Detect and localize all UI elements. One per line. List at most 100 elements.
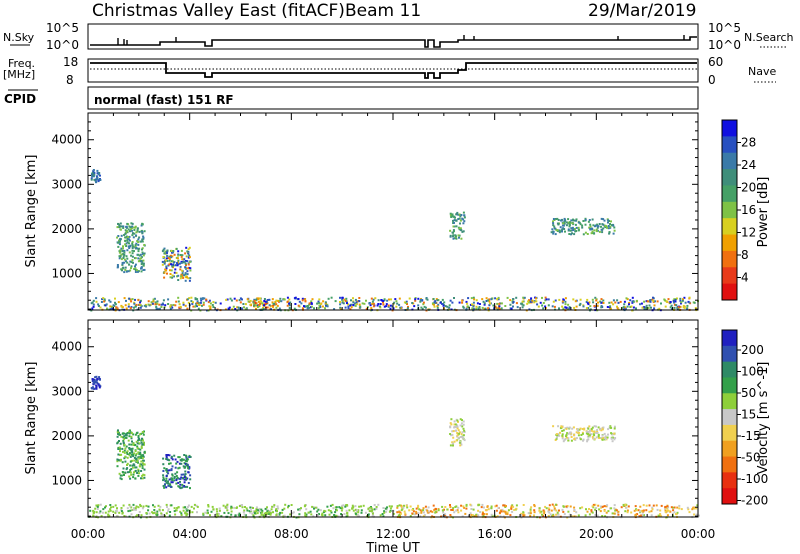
- data-cell: [457, 436, 460, 439]
- data-cell: [512, 505, 515, 508]
- data-cell: [360, 509, 363, 512]
- data-cell: [227, 512, 230, 515]
- data-cell: [357, 511, 360, 514]
- data-cell: [666, 505, 669, 508]
- data-cell: [188, 465, 191, 468]
- data-cell: [129, 429, 131, 432]
- data-cell: [103, 300, 106, 303]
- data-cell: [167, 508, 170, 511]
- data-cell: [422, 507, 425, 510]
- data-cell: [462, 222, 465, 225]
- data-cell: [147, 505, 150, 508]
- data-cell: [558, 231, 561, 234]
- data-cell: [575, 437, 578, 440]
- data-cell: [276, 304, 279, 307]
- data-cell: [290, 504, 293, 506]
- data-cell: [128, 297, 131, 300]
- data-cell: [123, 234, 126, 236]
- data-cell: [635, 299, 638, 302]
- data-cell: [516, 306, 519, 309]
- data-cell: [169, 304, 172, 307]
- data-cell: [139, 451, 142, 454]
- data-cell: [278, 300, 281, 302]
- data-cell: [185, 463, 188, 466]
- data-cell: [168, 514, 171, 517]
- colorbar-segment: [722, 472, 737, 489]
- data-cell: [482, 300, 485, 303]
- data-cell: [181, 269, 184, 272]
- data-cell: [148, 512, 151, 515]
- data-cell: [209, 307, 212, 310]
- data-cell: [171, 264, 174, 267]
- data-cell: [140, 266, 143, 269]
- data-cell: [449, 212, 452, 215]
- data-cell: [187, 471, 190, 474]
- data-cell: [133, 459, 136, 462]
- data-cell: [572, 426, 575, 429]
- data-cell: [488, 298, 491, 301]
- data-cell: [161, 260, 164, 263]
- data-cell: [177, 274, 180, 277]
- data-cell: [171, 473, 174, 476]
- data-cell: [533, 504, 536, 506]
- data-cell: [556, 434, 559, 437]
- data-cell: [492, 304, 495, 307]
- data-cell: [673, 306, 676, 309]
- data-cell: [494, 305, 497, 308]
- data-cell: [156, 510, 159, 513]
- data-cell: [574, 223, 577, 226]
- data-cell: [644, 307, 647, 310]
- data-cell: [244, 303, 247, 306]
- data-cell: [134, 226, 137, 229]
- data-cell: [593, 232, 596, 235]
- data-cell: [467, 297, 470, 300]
- data-cell: [298, 300, 301, 303]
- data-cell: [130, 448, 133, 451]
- data-cell: [591, 426, 594, 429]
- data-cell: [469, 303, 472, 306]
- data-cell: [368, 506, 371, 509]
- data-cell: [511, 300, 514, 303]
- data-cell: [134, 257, 137, 260]
- data-cell: [91, 174, 94, 177]
- data-cell: [591, 298, 594, 301]
- data-cell: [361, 302, 364, 305]
- freq-tick-bottom: 8: [66, 73, 74, 87]
- data-cell: [561, 305, 564, 308]
- data-cell: [422, 515, 425, 518]
- data-cell: [589, 223, 592, 226]
- data-cell: [593, 229, 596, 232]
- data-cell: [133, 229, 136, 231]
- x-tick-label: 00:00: [681, 527, 716, 541]
- data-cell: [372, 298, 375, 301]
- data-cell: [202, 512, 205, 515]
- data-cell: [385, 303, 388, 306]
- data-cell: [168, 462, 170, 465]
- data-cell: [212, 508, 215, 511]
- data-cell: [258, 305, 261, 308]
- data-cell: [497, 298, 500, 301]
- data-cell: [172, 304, 175, 306]
- data-cell: [166, 272, 168, 275]
- data-cell: [333, 308, 336, 311]
- data-cell: [623, 300, 626, 303]
- data-cell: [273, 505, 275, 508]
- data-cell: [452, 436, 455, 439]
- data-cell: [609, 307, 612, 310]
- data-cell: [623, 303, 626, 306]
- data-cell: [162, 470, 165, 472]
- data-cell: [286, 296, 289, 299]
- data-cell: [124, 304, 127, 307]
- data-cell: [558, 509, 560, 512]
- data-cell: [275, 508, 278, 511]
- data-cell: [486, 505, 489, 508]
- data-cell: [346, 511, 349, 514]
- data-cell: [563, 228, 566, 230]
- data-cell: [626, 305, 629, 308]
- data-cell: [123, 297, 126, 300]
- data-cell: [252, 514, 255, 517]
- data-cell: [122, 255, 125, 258]
- data-cell: [504, 305, 507, 307]
- data-cell: [117, 429, 119, 432]
- data-cell: [249, 511, 252, 514]
